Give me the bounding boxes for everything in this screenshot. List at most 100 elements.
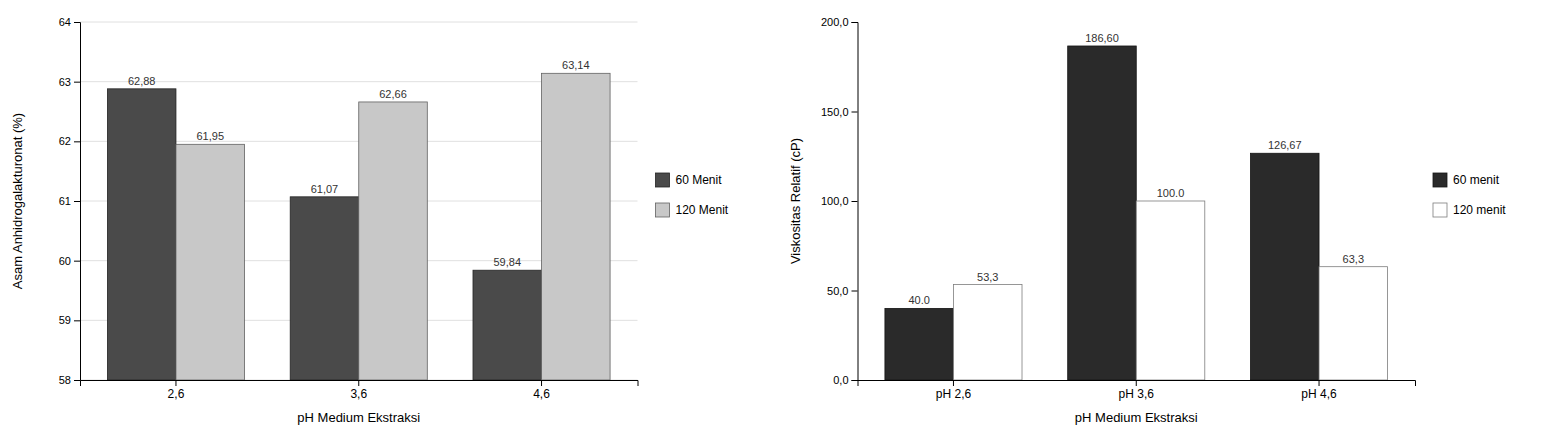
y-tick: 50,0 — [827, 285, 857, 297]
bar — [1068, 46, 1137, 380]
axis-line — [852, 23, 859, 381]
chart: 62,8861,0759,8461,9562,6663,142,63,64,65… — [10, 16, 729, 425]
y-tick: 60 — [59, 255, 80, 267]
legend-item: 120 menit — [1433, 203, 1506, 217]
tick-mark — [852, 291, 858, 292]
legend-label: 60 Menit — [676, 173, 723, 187]
y-tick: 61 — [59, 195, 80, 207]
tick-label: 59 — [59, 314, 71, 326]
legend-item: 60 menit — [1433, 173, 1500, 187]
data-label: 126,67 — [1268, 139, 1302, 151]
tick-label: 62 — [59, 135, 71, 147]
tick-label: 50,0 — [827, 285, 848, 297]
bar — [1136, 201, 1205, 380]
tick-mark — [358, 380, 359, 386]
bar — [1250, 153, 1319, 380]
tick-label: 3,6 — [350, 387, 367, 401]
tick-label: pH 2,6 — [936, 387, 972, 401]
axis-line — [858, 381, 1416, 387]
tick-label: 100,0 — [821, 195, 849, 207]
tick-label: 150,0 — [821, 106, 849, 118]
x-tick: pH 2,6 — [936, 380, 972, 401]
x-tick: pH 4,6 — [1301, 380, 1337, 401]
y-tick: 100,0 — [821, 195, 858, 207]
x-tick: pH 3,6 — [1119, 380, 1155, 401]
figure: 62,8861,0759,8461,9562,6663,142,63,64,65… — [0, 0, 1555, 438]
tick-mark — [852, 201, 858, 202]
data-label: 63,14 — [562, 59, 590, 71]
tick-mark — [74, 22, 80, 23]
tick-label: 0,0 — [833, 374, 848, 386]
tick-mark — [74, 201, 80, 202]
tick-mark — [953, 380, 954, 386]
data-label: 40.0 — [908, 294, 929, 306]
data-label: 186,60 — [1085, 32, 1119, 44]
legend-item: 60 Menit — [656, 173, 723, 187]
x-axis: pH 2,6 pH 3,6 pH 4,6 — [858, 380, 1416, 401]
grid — [80, 22, 638, 380]
legend: 60 Menit 120 Menit — [656, 173, 729, 217]
legend-swatch — [656, 173, 670, 187]
data-labels: 40.0 186,60 126,67 53,3 100.0 63,3 — [908, 32, 1364, 306]
tick-mark — [175, 380, 176, 386]
legend-label: 120 menit — [1453, 203, 1506, 217]
legend-label: 60 menit — [1453, 173, 1500, 187]
data-label: 59,84 — [493, 256, 521, 268]
bar — [290, 197, 359, 380]
y-tick: 59 — [59, 314, 80, 326]
x-tick: 3,6 — [350, 380, 367, 401]
tick-label: 63 — [59, 76, 71, 88]
data-label: 53,3 — [977, 271, 998, 283]
tick-label: 64 — [59, 16, 71, 28]
tick-label: 61 — [59, 195, 71, 207]
tick-mark — [74, 380, 80, 381]
data-label: 100.0 — [1157, 187, 1185, 199]
chart: 40.0 186,60 126,67 53,3 100.0 63,3 pH 2,6 pH 3,… — [788, 16, 1507, 425]
legend: 60 menit 120 menit — [1433, 173, 1506, 217]
data-labels: 62,8861,0759,8461,9562,6663,14 — [128, 59, 590, 268]
tick-mark — [541, 380, 542, 386]
data-label: 62,88 — [128, 75, 156, 87]
axis-line — [74, 23, 81, 381]
legend-item: 120 Menit — [656, 203, 729, 217]
legend-label: 120 Menit — [676, 203, 729, 217]
bar — [885, 308, 954, 380]
tick-label: 60 — [59, 255, 71, 267]
tick-label: 2,6 — [168, 387, 185, 401]
axis-line — [81, 381, 639, 387]
bar — [953, 285, 1022, 380]
tick-mark — [74, 261, 80, 262]
x-tick: 4,6 — [533, 380, 550, 401]
tick-label: 58 — [59, 374, 71, 386]
y-tick: 0,0 — [833, 374, 857, 386]
y-tick: 150,0 — [821, 106, 858, 118]
y-tick: 64 — [59, 16, 80, 28]
x-axis-title: pH Medium Ekstraksi — [297, 410, 420, 425]
grid-line — [80, 22, 638, 23]
tick-mark — [74, 82, 80, 83]
legend-swatch — [1433, 173, 1447, 187]
tick-mark — [1136, 380, 1137, 386]
y-axis-title: Asam Anhidrogalakturonat (%) — [10, 113, 25, 289]
bar — [1319, 267, 1388, 380]
bars — [107, 73, 610, 380]
y-tick: 58 — [59, 374, 80, 386]
tick-mark — [852, 22, 858, 23]
bar — [359, 102, 428, 380]
x-axis: 2,6 3,6 4,6 — [81, 380, 639, 401]
tick-label: 4,6 — [533, 387, 550, 401]
tick-mark — [74, 141, 80, 142]
data-label: 63,3 — [1343, 253, 1364, 265]
tick-label: pH 3,6 — [1119, 387, 1155, 401]
bar — [107, 89, 176, 380]
data-label: 61,95 — [196, 130, 224, 142]
y-tick: 200,0 — [821, 16, 858, 28]
bars — [885, 46, 1388, 380]
bar — [473, 270, 542, 380]
y-tick: 62 — [59, 135, 80, 147]
data-label: 62,66 — [379, 88, 407, 100]
tick-mark — [1319, 380, 1320, 386]
x-axis-title: pH Medium Ekstraksi — [1075, 410, 1198, 425]
x-tick: 2,6 — [168, 380, 185, 401]
tick-label: 200,0 — [821, 16, 849, 28]
